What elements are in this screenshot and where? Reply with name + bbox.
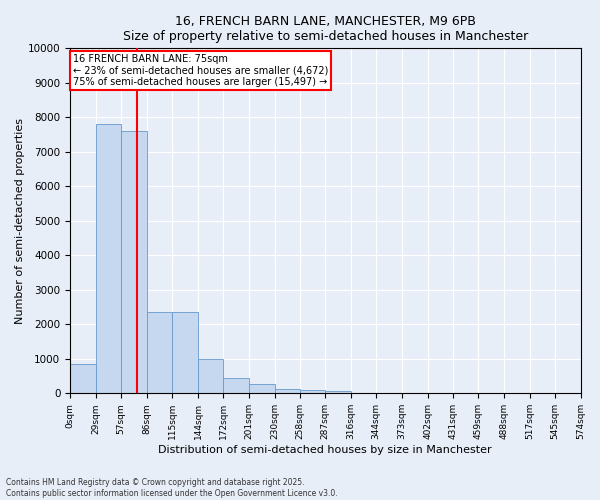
X-axis label: Distribution of semi-detached houses by size in Manchester: Distribution of semi-detached houses by … (158, 445, 492, 455)
Y-axis label: Number of semi-detached properties: Number of semi-detached properties (15, 118, 25, 324)
Bar (70, 364, 96, 394)
Bar (351, 392, 376, 394)
Bar (121, 131, 146, 394)
Bar (146, 312, 172, 394)
Bar (325, 392, 351, 394)
Bar (96, 124, 121, 394)
Bar (172, 312, 198, 394)
Text: 16 FRENCH BARN LANE: 75sqm
← 23% of semi-detached houses are smaller (4,672)
75%: 16 FRENCH BARN LANE: 75sqm ← 23% of semi… (73, 54, 328, 86)
Bar (223, 378, 249, 394)
Bar (198, 359, 223, 394)
Bar (249, 384, 275, 394)
Text: Contains HM Land Registry data © Crown copyright and database right 2025.
Contai: Contains HM Land Registry data © Crown c… (6, 478, 338, 498)
Bar (275, 389, 299, 394)
Title: 16, FRENCH BARN LANE, MANCHESTER, M9 6PB
Size of property relative to semi-detac: 16, FRENCH BARN LANE, MANCHESTER, M9 6PB… (122, 15, 528, 43)
Bar (299, 390, 325, 394)
